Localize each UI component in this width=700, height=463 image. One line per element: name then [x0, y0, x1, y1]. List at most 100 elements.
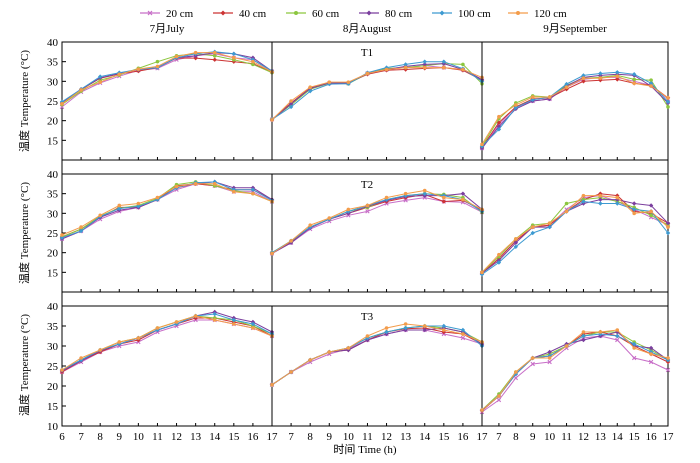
- data-point: [251, 326, 255, 330]
- data-point: [270, 251, 274, 256]
- data-point: [155, 326, 160, 330]
- data-point: [327, 350, 332, 354]
- data-point: [497, 252, 501, 257]
- row-title: T1: [361, 47, 373, 59]
- data-point: [547, 349, 552, 355]
- series-line-80cm: [481, 331, 669, 411]
- data-point: [461, 197, 465, 202]
- data-point: [232, 189, 236, 194]
- data-point: [117, 203, 122, 208]
- data-point: [79, 88, 83, 92]
- data-point: [598, 76, 603, 80]
- data-point: [631, 341, 637, 347]
- data-point: [441, 199, 447, 204]
- x-tick-label: 7: [496, 431, 502, 443]
- x-tick-label: 15: [438, 431, 450, 443]
- data-point: [615, 337, 620, 343]
- x-tick-label: 6: [59, 431, 65, 443]
- data-point: [136, 67, 141, 71]
- data-point: [136, 204, 141, 209]
- data-point: [581, 330, 586, 334]
- data-point: [442, 195, 446, 200]
- data-point: [547, 359, 552, 365]
- data-point: [564, 209, 569, 214]
- y-tick-label: 20: [47, 116, 59, 128]
- data-point: [615, 201, 620, 206]
- data-point: [155, 195, 160, 200]
- data-point: [251, 191, 255, 196]
- data-point: [403, 325, 408, 331]
- data-point: [581, 79, 586, 84]
- data-point: [422, 191, 427, 196]
- x-tick-label: 9: [530, 431, 536, 443]
- data-point: [581, 199, 586, 204]
- series-line-60cm: [481, 331, 669, 411]
- series-line-60cm: [271, 63, 483, 120]
- data-point: [564, 85, 569, 90]
- y-tick-label: 15: [47, 267, 59, 279]
- series-line-40cm: [61, 317, 273, 373]
- series-line-80cm: [61, 181, 273, 240]
- data-point: [346, 346, 351, 350]
- series-line-120cm: [61, 315, 273, 371]
- legend-label: 40 cm: [239, 8, 267, 20]
- x-tick-label: 14: [612, 431, 624, 443]
- data-point: [530, 97, 535, 103]
- data-point: [250, 321, 256, 327]
- data-point: [632, 77, 636, 82]
- series-line-120cm: [271, 189, 483, 254]
- data-point: [581, 333, 586, 339]
- panel-T2-2: [269, 173, 485, 293]
- data-point: [136, 201, 141, 206]
- series-line-60cm: [61, 53, 273, 105]
- data-point: [193, 314, 198, 318]
- data-point: [615, 74, 620, 79]
- data-point: [598, 201, 603, 206]
- x-tick-label: 10: [343, 431, 355, 443]
- data-point: [384, 329, 389, 335]
- data-point: [615, 195, 620, 200]
- data-point: [615, 70, 620, 75]
- data-point: [564, 344, 569, 348]
- data-point: [231, 51, 237, 56]
- series-line-20cm: [271, 329, 483, 386]
- legend-label: 80 cm: [385, 8, 413, 20]
- data-point: [665, 230, 671, 236]
- data-point: [155, 59, 160, 64]
- legend-marker: [516, 11, 520, 15]
- series-line-100cm: [481, 200, 669, 275]
- x-tick-label: 12: [381, 431, 392, 443]
- data-point: [212, 182, 217, 186]
- data-point: [327, 80, 332, 84]
- data-point: [564, 87, 569, 92]
- data-point: [193, 50, 198, 55]
- data-point: [441, 323, 447, 329]
- data-point: [632, 81, 636, 86]
- y-tick-label: 15: [47, 135, 59, 147]
- data-point: [60, 101, 64, 106]
- panel-T1-1: 15 20 25 30 35 40: [47, 37, 275, 161]
- series-line-100cm: [61, 181, 273, 239]
- data-point: [547, 95, 552, 99]
- panel-T3-1: 10 15 20 25 30 35 40: [47, 301, 275, 433]
- data-point: [513, 244, 519, 249]
- data-point: [649, 209, 653, 214]
- y-tick-label: 35: [47, 57, 59, 69]
- series-line-80cm: [61, 52, 273, 104]
- x-tick-label: 11: [362, 431, 373, 443]
- y-tick-label: 20: [47, 248, 59, 260]
- data-point: [665, 220, 671, 226]
- y-tick-label: 25: [47, 96, 59, 108]
- data-point: [496, 397, 502, 403]
- data-point: [346, 207, 351, 212]
- series-line-100cm: [271, 325, 483, 386]
- data-point: [346, 80, 351, 84]
- panel-border: [61, 305, 273, 427]
- data-point: [231, 317, 237, 323]
- data-point: [530, 356, 535, 360]
- data-point: [513, 371, 519, 377]
- data-point: [460, 335, 466, 341]
- series-line-60cm: [481, 197, 669, 273]
- legend: 20 cm 40 cm 60 cm 80 cm 100 cm 120 cm: [140, 8, 567, 20]
